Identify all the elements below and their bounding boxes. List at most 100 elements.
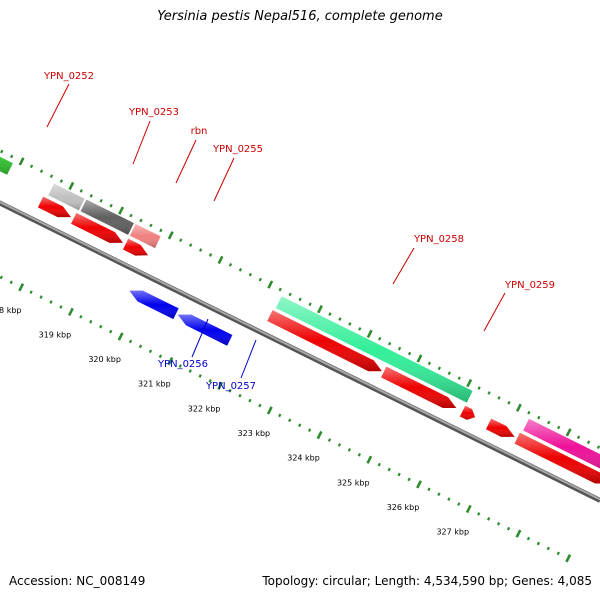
cds-arrow-ypn-0258b-shading: [381, 366, 457, 408]
tick-mark: [307, 428, 312, 432]
gene-bar-ypn-0253: [48, 183, 85, 211]
cds-arrow-rbn-shading: [71, 213, 123, 243]
tick-mark: [18, 283, 25, 292]
tick-mark: [10, 154, 14, 159]
tick-mark: [507, 400, 511, 405]
cds-arrow-ypn-0256: [129, 290, 179, 320]
cds-arrow-ypn-0258b: [381, 366, 457, 408]
tick-mark: [117, 332, 124, 341]
gene-bar-pink: [523, 418, 600, 469]
tick-mark: [128, 339, 133, 344]
cds-arrow-ypn-0255: [123, 238, 149, 256]
tick-mark: [178, 364, 182, 368]
tick-mark: [457, 502, 461, 506]
tick-mark: [308, 302, 312, 307]
cds-arrow-pink: [485, 418, 515, 437]
kbp-label: 323 kbp: [238, 429, 271, 438]
leader-line-ypn-0252: [46, 83, 70, 128]
topology-text: Topology: circular; Length: 4,534,590 bp…: [262, 574, 592, 588]
tick-mark: [49, 174, 54, 178]
tick-mark: [59, 179, 64, 183]
tick-mark: [29, 290, 33, 295]
gene-label-ypn-0255[interactable]: YPN_0255: [212, 144, 263, 155]
tick-mark: [397, 472, 401, 477]
tick-mark: [68, 181, 75, 191]
tick-mark: [546, 546, 550, 551]
gene-label-ypn-0257[interactable]: YPN_0257: [205, 381, 256, 392]
tick-mark: [497, 396, 501, 400]
tick-mark: [556, 551, 560, 556]
cds-arrow-ypn-0256-shading: [129, 290, 179, 320]
gene-label-rbn[interactable]: rbn: [191, 126, 208, 137]
tick-mark: [348, 322, 352, 326]
gene-label-ypn-0256[interactable]: YPN_0256: [157, 359, 208, 370]
tick-mark: [217, 255, 224, 265]
tick-mark: [496, 521, 501, 526]
tick-mark: [198, 374, 202, 378]
gene-label-ypn-0258[interactable]: YPN_0258: [413, 234, 464, 245]
tick-mark: [565, 428, 572, 437]
gene-label-ypn-0252[interactable]: YPN_0252: [43, 71, 94, 82]
leader-line-ypn-0258: [392, 247, 415, 285]
tick-mark: [149, 223, 153, 228]
gene-label-ypn-0253[interactable]: YPN_0253: [128, 107, 179, 118]
gene-bar-rbn: [80, 199, 134, 235]
outer-tick-track: [0, 149, 600, 450]
tick-mark: [258, 277, 262, 282]
tick-mark: [358, 327, 362, 331]
cds-arrow-ypn-0255-shading: [123, 238, 149, 256]
tick-mark: [338, 317, 342, 321]
cds-arrow-ypn-0253: [37, 196, 71, 218]
tick-mark: [278, 413, 282, 418]
tick-mark: [278, 287, 282, 292]
tick-mark: [327, 438, 332, 442]
gene-bar-ypn-0252-shading: [0, 156, 13, 175]
tick-mark: [447, 371, 451, 376]
tick-mark: [466, 378, 473, 388]
tick-mark: [9, 280, 13, 285]
tick-mark: [515, 403, 522, 412]
leader-line-ypn-0259: [483, 292, 506, 332]
leader-line-ypn-0256: [191, 318, 209, 358]
tick-mark: [148, 349, 153, 354]
tick-mark: [159, 228, 163, 233]
gene-bar-ypn-0255-shading: [129, 224, 161, 249]
gene-bar-ypn-0252: [0, 156, 13, 175]
leader-line-rbn: [175, 139, 197, 184]
tick-mark: [258, 403, 262, 408]
tick-mark: [447, 497, 451, 501]
tick-mark: [238, 393, 242, 398]
tick-mark: [477, 386, 481, 390]
tick-mark: [167, 231, 174, 240]
tick-mark: [228, 263, 233, 267]
tick-mark: [377, 462, 381, 467]
tick-mark: [537, 415, 541, 420]
cds-arrow-pink-b: [514, 432, 600, 484]
tick-mark: [248, 272, 253, 277]
cds-arrow-ypn-0259: [459, 405, 476, 420]
tick-mark: [167, 357, 174, 366]
tick-mark: [565, 554, 572, 563]
tick-mark: [49, 300, 53, 304]
tick-mark: [0, 149, 4, 154]
tick-mark: [536, 541, 541, 546]
gene-bar-ypn-0258: [275, 296, 473, 403]
tick-mark: [357, 452, 361, 457]
tick-mark: [316, 430, 323, 440]
tick-mark: [288, 418, 292, 423]
tick-mark: [465, 504, 472, 514]
tick-mark: [59, 305, 63, 309]
tick-mark: [387, 467, 391, 472]
inner-tick-track: [0, 275, 572, 563]
tick-mark: [89, 319, 93, 324]
tick-mark: [437, 492, 441, 497]
gene-label-ypn-0259[interactable]: YPN_0259: [504, 280, 555, 291]
tick-mark: [298, 423, 302, 428]
tick-mark: [29, 164, 34, 169]
cds-arrow-pink-shading: [485, 418, 515, 437]
tick-mark: [547, 420, 551, 425]
tick-mark: [118, 206, 125, 215]
backbone-highlight: [0, 200, 600, 501]
kbp-scale: 318 kbp 319 kbp 320 kbp 321 kbp 322 kbp 323 k…: [0, 306, 469, 537]
